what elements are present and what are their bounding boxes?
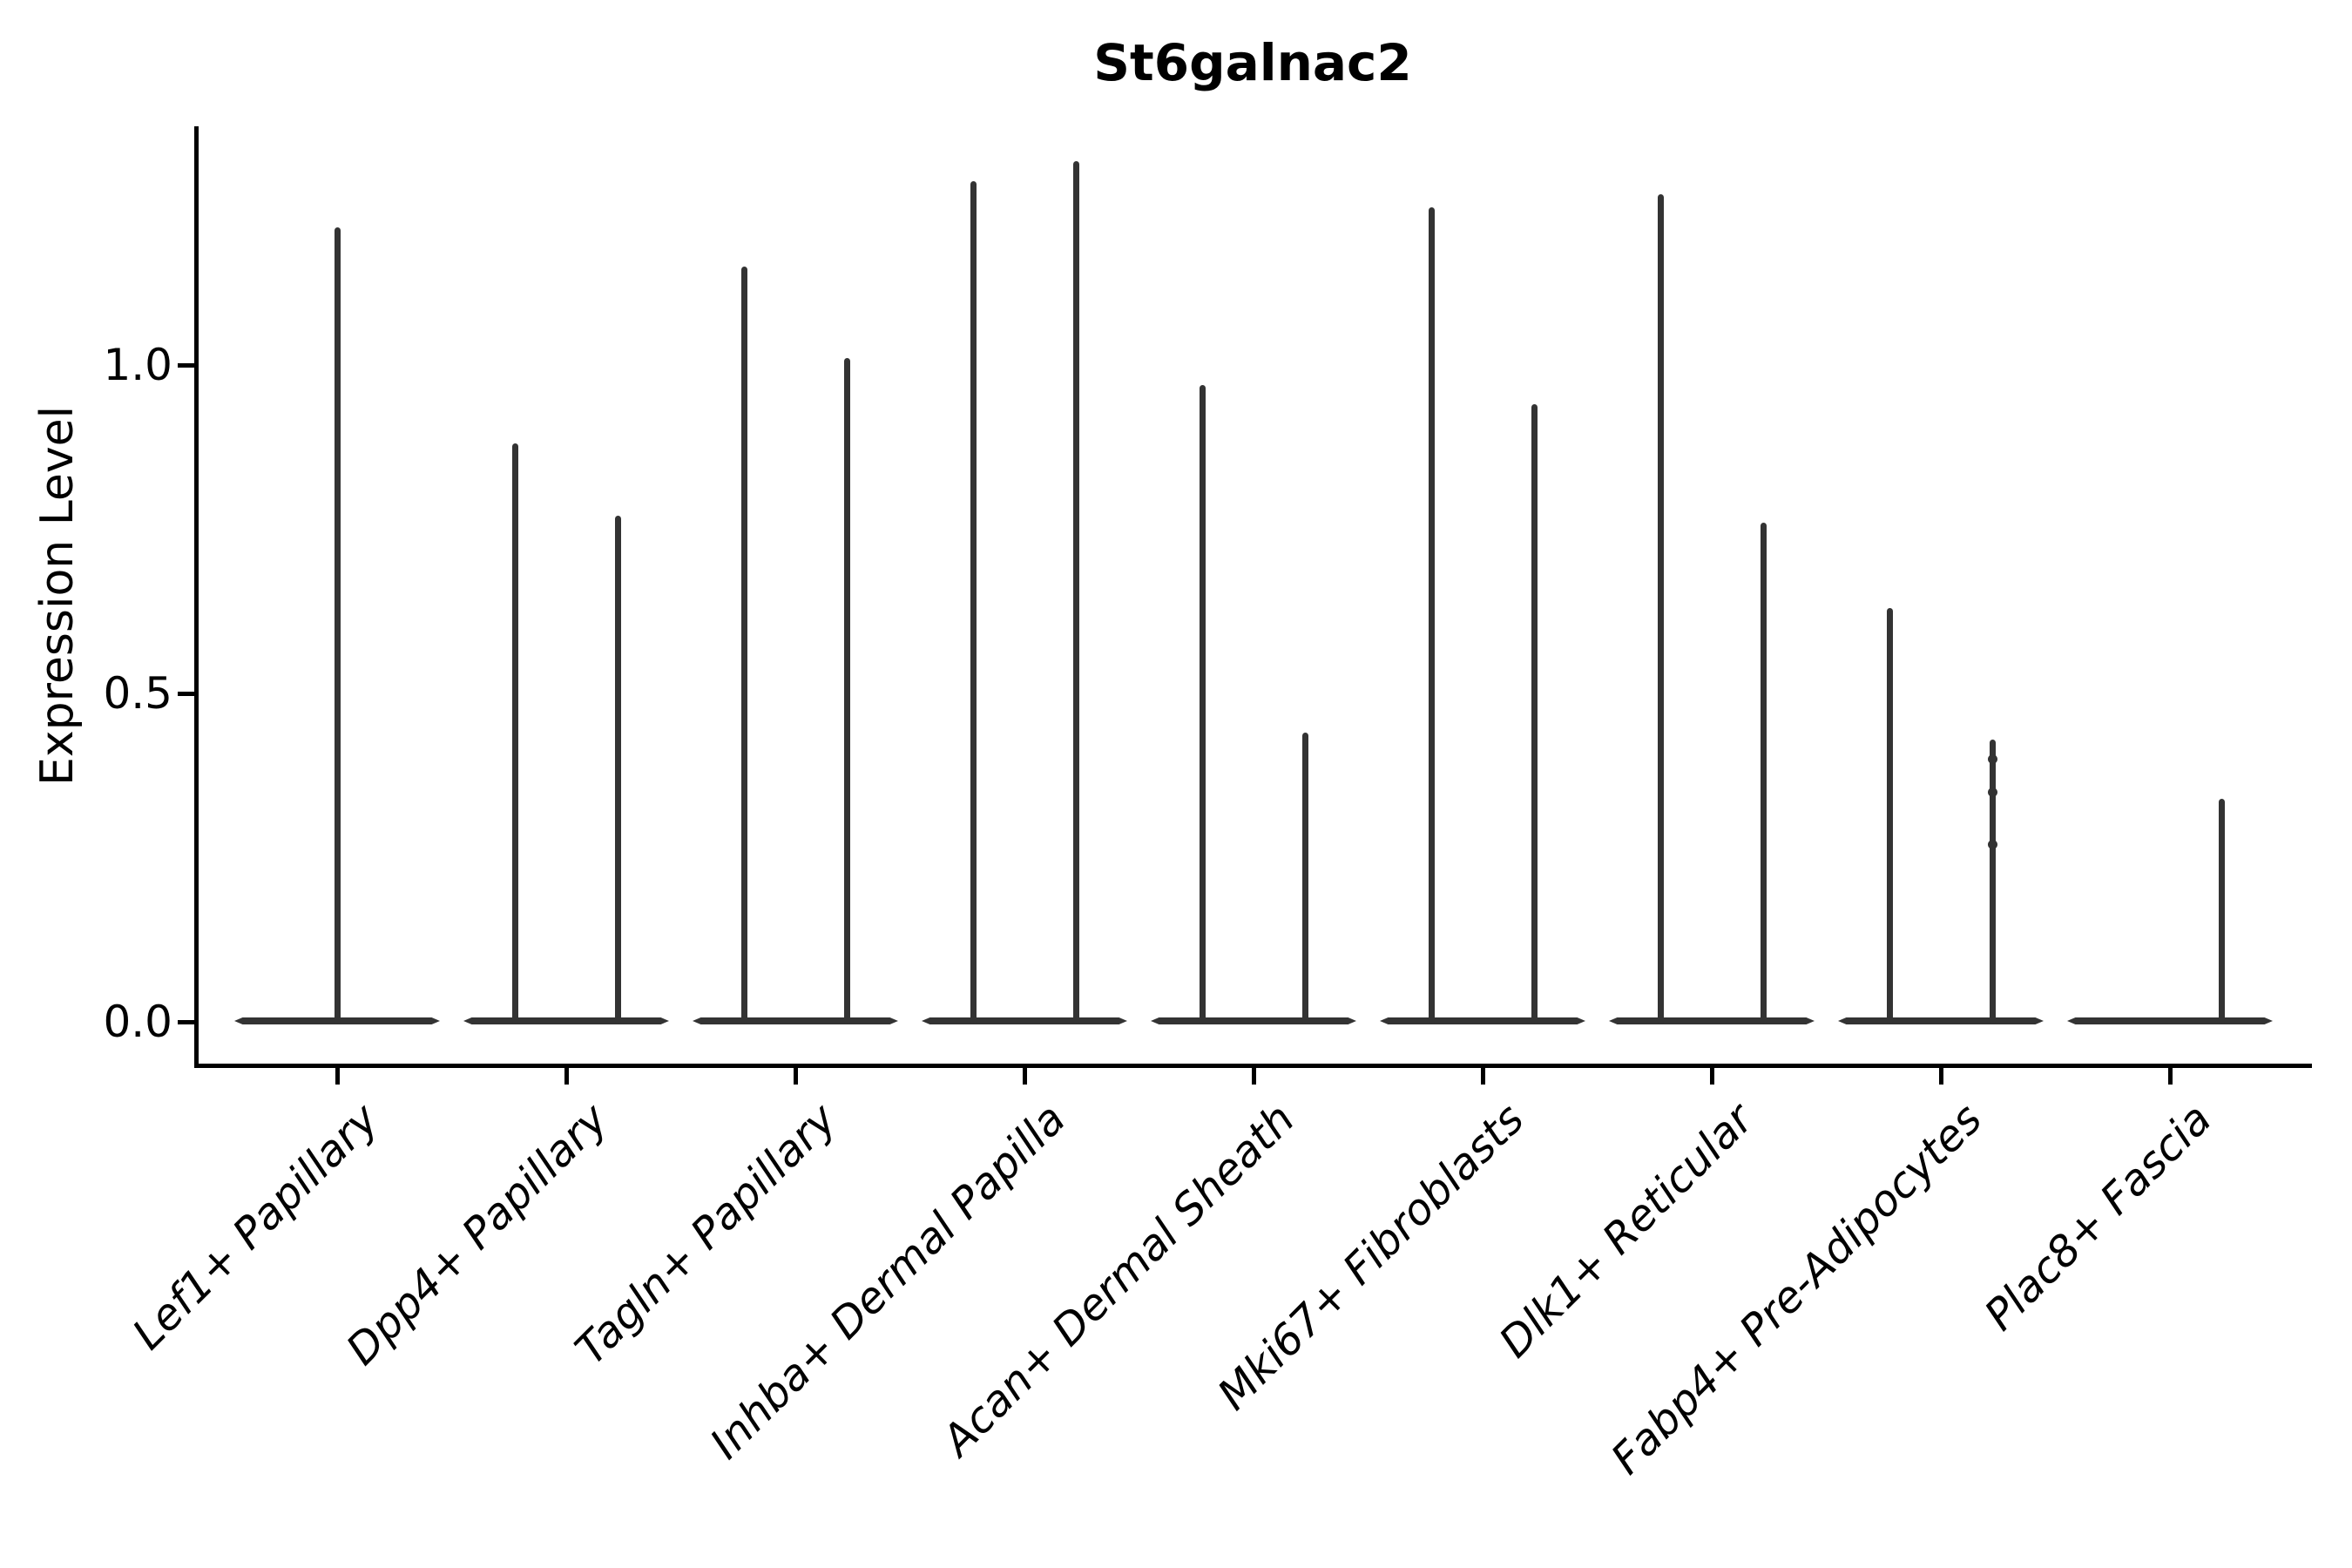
x-tick-mark xyxy=(1252,1068,1256,1085)
x-tick-mark xyxy=(564,1068,569,1085)
violin-spike xyxy=(1531,404,1538,1024)
x-tick-label: Dlk1+ Reticular xyxy=(1489,1094,1763,1368)
x-tick-mark xyxy=(1710,1068,1714,1085)
violin-baseline xyxy=(693,1017,898,1024)
violin-baseline xyxy=(2067,1017,2273,1024)
x-axis-spine xyxy=(194,1064,2312,1068)
y-tick-mark xyxy=(178,1020,194,1024)
violin-spike xyxy=(614,516,621,1024)
x-tick-mark xyxy=(1939,1068,1943,1085)
x-tick-label: Plac8+ Fascia xyxy=(1974,1094,2221,1341)
violin-spike xyxy=(1657,193,1664,1024)
violin-spike xyxy=(2218,798,2225,1024)
violin-spike xyxy=(1428,207,1435,1024)
violin-spike xyxy=(1760,522,1767,1024)
x-tick-mark xyxy=(2168,1068,2173,1085)
violin-spike xyxy=(970,180,977,1024)
x-tick-mark xyxy=(794,1068,798,1085)
y-axis-label: Expression Level xyxy=(31,405,84,787)
violin-spike xyxy=(334,226,341,1024)
violin-spike xyxy=(1886,607,1893,1024)
x-tick-mark xyxy=(335,1068,340,1085)
violin-spike xyxy=(1199,384,1206,1024)
y-axis-spine xyxy=(194,126,199,1068)
violin-spike xyxy=(843,358,850,1024)
x-tick-label: Fabp4+ Pre-Adipocytes xyxy=(1601,1094,1992,1484)
violin-baseline xyxy=(922,1017,1127,1024)
violin-spike xyxy=(511,443,518,1024)
violin-baseline xyxy=(1151,1017,1356,1024)
y-tick-label: 0.5 xyxy=(103,668,172,719)
violin-point-bump xyxy=(1987,787,1997,797)
y-tick-label: 1.0 xyxy=(103,340,172,390)
x-tick-mark xyxy=(1481,1068,1485,1085)
y-tick-mark xyxy=(178,692,194,696)
violin-point-bump xyxy=(1987,754,1997,764)
y-tick-label: 0.0 xyxy=(103,997,172,1047)
violin-spike xyxy=(740,266,747,1024)
violin-spike xyxy=(1072,161,1079,1024)
violin-spike xyxy=(1301,733,1308,1024)
violin-baseline xyxy=(1609,1017,1815,1024)
violin-baseline xyxy=(463,1017,669,1024)
x-tick-mark xyxy=(1023,1068,1027,1085)
y-tick-mark xyxy=(178,363,194,368)
x-tick-label: Lef1+ Papillary xyxy=(123,1094,389,1360)
violin-baseline xyxy=(1380,1017,1585,1024)
violin-baseline xyxy=(1838,1017,2044,1024)
violin-spike xyxy=(1989,739,1996,1024)
violin-point-bump xyxy=(1987,839,1997,849)
chart-title: St6galnac2 xyxy=(1093,33,1412,92)
